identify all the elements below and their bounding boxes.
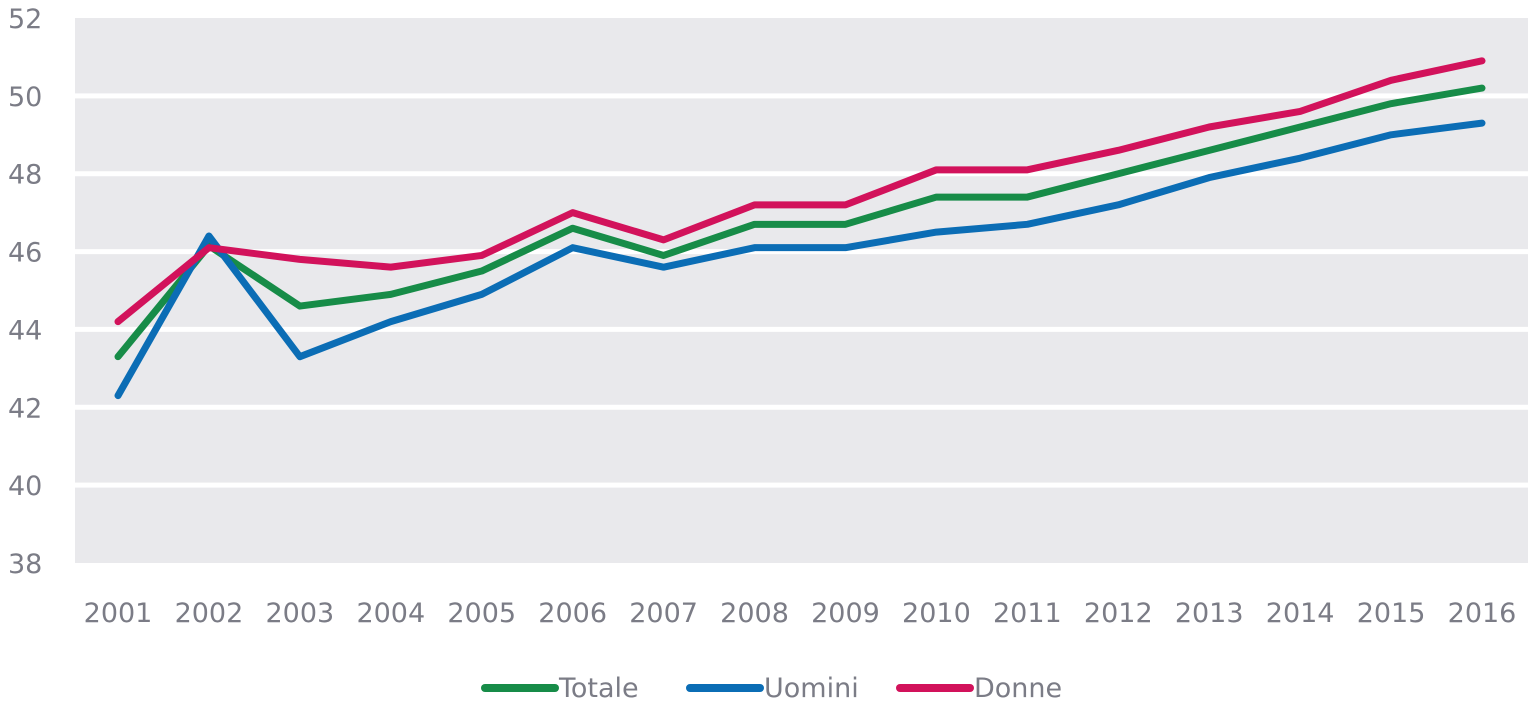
x-tick-label: 2011 xyxy=(993,598,1062,629)
x-tick-label: 2010 xyxy=(902,598,971,629)
x-tick-label: 2016 xyxy=(1448,598,1517,629)
legend-label: Donne xyxy=(974,673,1062,704)
x-tick-label: 2013 xyxy=(1175,598,1244,629)
x-tick-label: 2006 xyxy=(538,598,607,629)
x-tick-label: 2015 xyxy=(1357,598,1426,629)
x-tick-label: 2001 xyxy=(84,598,153,629)
legend-label: Totale xyxy=(558,673,639,704)
series-line-uomini xyxy=(114,119,1486,400)
y-tick-label: 48 xyxy=(8,160,42,191)
x-tick-label: 2012 xyxy=(1084,598,1153,629)
x-tick-label: 2007 xyxy=(629,598,698,629)
x-tick-label: 2002 xyxy=(175,598,244,629)
series-line-totale xyxy=(114,84,1486,361)
x-tick-label: 2003 xyxy=(266,598,335,629)
y-tick-label: 52 xyxy=(8,4,42,35)
y-tick-label: 40 xyxy=(8,471,42,502)
series-line-donne xyxy=(114,57,1486,326)
y-tick-label: 42 xyxy=(8,393,42,424)
x-tick-label: 2008 xyxy=(720,598,789,629)
y-tick-label: 44 xyxy=(8,315,42,346)
plot-background xyxy=(75,18,1528,563)
x-tick-label: 2014 xyxy=(1266,598,1335,629)
y-tick-label: 50 xyxy=(8,82,42,113)
x-tick-label: 2004 xyxy=(356,598,425,629)
x-tick-label: 2005 xyxy=(447,598,516,629)
legend-label: Uomini xyxy=(764,673,859,704)
x-tick-label: 2009 xyxy=(811,598,880,629)
y-tick-label: 38 xyxy=(8,549,42,580)
y-tick-label: 46 xyxy=(8,238,42,269)
